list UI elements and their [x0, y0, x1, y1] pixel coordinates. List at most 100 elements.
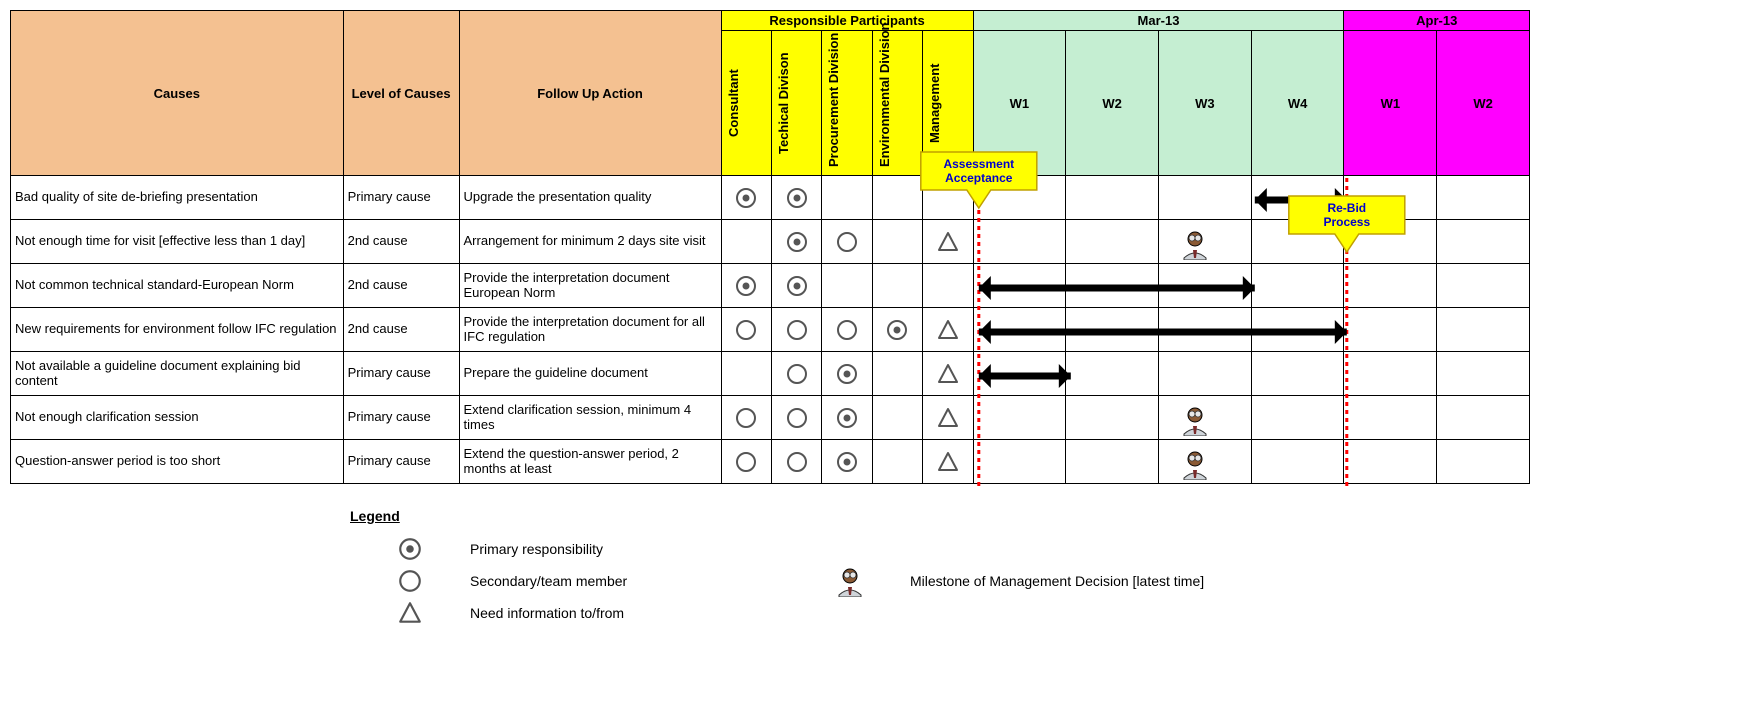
- cell-participant-4: [923, 176, 973, 220]
- table-row: New requirements for environment follow …: [11, 308, 1530, 352]
- cell-week-4: [1344, 440, 1437, 484]
- cell-week-0: [973, 440, 1066, 484]
- cell-participant-0: [721, 176, 771, 220]
- cell-cause: Not enough time for visit [effective les…: [11, 220, 344, 264]
- table-row: Not enough clarification sessionPrimary …: [11, 396, 1530, 440]
- legend-row: Primary responsibility: [350, 536, 790, 562]
- cell-action: Extend clarification session, minimum 4 …: [459, 396, 721, 440]
- cell-week-0: [973, 176, 1066, 220]
- cell-week-1: [1066, 176, 1159, 220]
- cell-week-3: [1251, 308, 1344, 352]
- cell-week-5: [1437, 352, 1530, 396]
- header-mar-week-0: W1: [973, 31, 1066, 176]
- cell-participant-3: [872, 352, 922, 396]
- cell-participant-2: [822, 220, 872, 264]
- cell-participant-0: [721, 396, 771, 440]
- cell-level: 2nd cause: [343, 308, 459, 352]
- cell-participant-0: [721, 220, 771, 264]
- cell-week-2: [1158, 396, 1251, 440]
- cell-week-4: [1344, 308, 1437, 352]
- cell-participant-4: [923, 308, 973, 352]
- cell-cause: Bad quality of site de-briefing presenta…: [11, 176, 344, 220]
- cell-week-3: [1251, 440, 1344, 484]
- table-row: Not enough time for visit [effective les…: [11, 220, 1530, 264]
- cell-participant-3: [872, 396, 922, 440]
- primary-icon: [734, 186, 758, 210]
- cell-week-5: [1437, 396, 1530, 440]
- cell-week-3: [1251, 396, 1344, 440]
- table-row: Question-answer period is too shortPrima…: [11, 440, 1530, 484]
- secondary-icon: [734, 318, 758, 342]
- legend-row: Secondary/team member: [350, 568, 790, 594]
- secondary-icon: [785, 362, 809, 386]
- cell-participant-4: [923, 220, 973, 264]
- cell-week-5: [1437, 264, 1530, 308]
- cell-participant-3: [872, 308, 922, 352]
- cell-level: Primary cause: [343, 396, 459, 440]
- info-icon: [397, 600, 423, 626]
- header-level: Level of Causes: [343, 11, 459, 176]
- info-icon: [936, 230, 960, 254]
- legend-title: Legend: [350, 508, 1450, 524]
- cell-action: Arrangement for minimum 2 days site visi…: [459, 220, 721, 264]
- cell-week-3: [1251, 176, 1344, 220]
- header-followup: Follow Up Action: [459, 11, 721, 176]
- cell-action: Provide the interpretation document Euro…: [459, 264, 721, 308]
- cell-week-4: [1344, 264, 1437, 308]
- cell-action: Upgrade the presentation quality: [459, 176, 721, 220]
- cell-week-4: [1344, 396, 1437, 440]
- cell-week-0: [973, 220, 1066, 264]
- header-participant-2: Procurement Division: [822, 31, 872, 176]
- action-plan-table: Causes Level of Causes Follow Up Action …: [10, 10, 1530, 484]
- info-icon: [936, 362, 960, 386]
- cell-participant-1: [771, 440, 821, 484]
- cell-cause: Not common technical standard-European N…: [11, 264, 344, 308]
- secondary-icon: [785, 406, 809, 430]
- cell-cause: New requirements for environment follow …: [11, 308, 344, 352]
- cell-week-3: [1251, 264, 1344, 308]
- cell-week-1: [1066, 440, 1159, 484]
- cell-week-0: [973, 396, 1066, 440]
- cell-cause: Question-answer period is too short: [11, 440, 344, 484]
- header-causes: Causes: [11, 11, 344, 176]
- cell-week-1: [1066, 396, 1159, 440]
- header-mar-week-3: W4: [1251, 31, 1344, 176]
- info-icon: [936, 450, 960, 474]
- cell-level: 2nd cause: [343, 264, 459, 308]
- primary-icon: [835, 362, 859, 386]
- secondary-icon: [835, 230, 859, 254]
- secondary-icon: [835, 318, 859, 342]
- cell-week-1: [1066, 352, 1159, 396]
- cell-participant-3: [872, 220, 922, 264]
- table-row: Not common technical standard-European N…: [11, 264, 1530, 308]
- cell-cause: Not available a guideline document expla…: [11, 352, 344, 396]
- cell-week-5: [1437, 308, 1530, 352]
- cell-participant-0: [721, 264, 771, 308]
- primary-icon: [785, 230, 809, 254]
- cell-week-2: [1158, 176, 1251, 220]
- cell-participant-3: [872, 176, 922, 220]
- cell-participant-2: [822, 440, 872, 484]
- header-mar-week-1: W2: [1066, 31, 1159, 176]
- header-apr-week-0: W1: [1344, 31, 1437, 176]
- legend: Legend Primary responsibility Secondary/t…: [350, 508, 1450, 632]
- header-participant-3: Environmental Division: [872, 31, 922, 176]
- primary-icon: [397, 536, 423, 562]
- legend-label: Primary responsibility: [470, 541, 790, 557]
- secondary-icon: [734, 450, 758, 474]
- cell-week-3: [1251, 220, 1344, 264]
- cell-week-5: [1437, 440, 1530, 484]
- table-row: Not available a guideline document expla…: [11, 352, 1530, 396]
- cell-week-5: [1437, 176, 1530, 220]
- cell-participant-2: [822, 308, 872, 352]
- cell-action: Extend the question-answer period, 2 mon…: [459, 440, 721, 484]
- primary-icon: [785, 186, 809, 210]
- cell-participant-1: [771, 264, 821, 308]
- cell-week-2: [1158, 264, 1251, 308]
- cell-week-5: [1437, 220, 1530, 264]
- cell-week-3: [1251, 352, 1344, 396]
- primary-icon: [734, 274, 758, 298]
- info-icon: [936, 406, 960, 430]
- cell-action: Prepare the guideline document: [459, 352, 721, 396]
- cell-week-4: [1344, 220, 1437, 264]
